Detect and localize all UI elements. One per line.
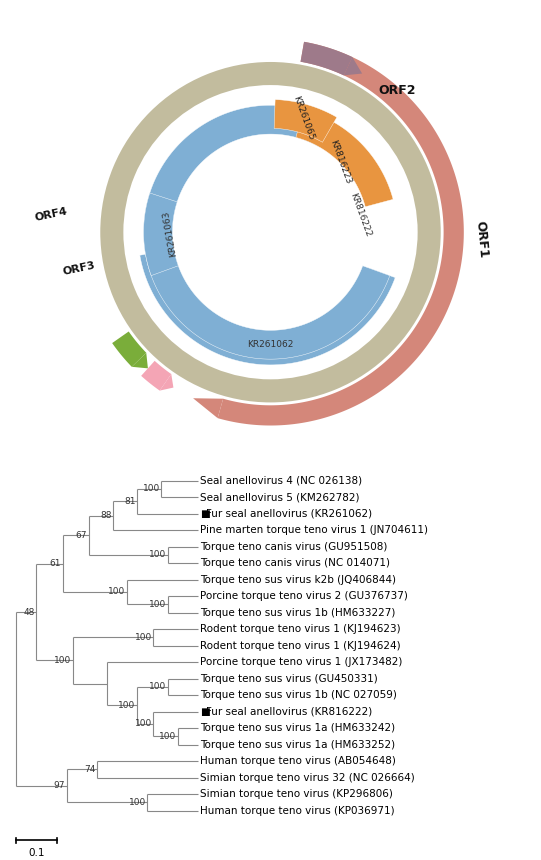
Text: ORF4: ORF4	[34, 206, 69, 224]
Text: KR816223: KR816223	[328, 138, 353, 186]
Text: 81: 81	[124, 497, 136, 506]
Text: ORF1: ORF1	[473, 220, 489, 259]
Text: Seal anellovirus 4 (NC 026138): Seal anellovirus 4 (NC 026138)	[200, 476, 362, 486]
Text: KR261062: KR261062	[247, 340, 294, 349]
Text: 100: 100	[135, 633, 152, 642]
Text: Pine marten torque teno virus 1 (JN704611): Pine marten torque teno virus 1 (JN70461…	[200, 525, 428, 535]
Text: Porcine torque teno virus 1 (JX173482): Porcine torque teno virus 1 (JX173482)	[200, 657, 403, 667]
Polygon shape	[132, 353, 148, 368]
Text: ■: ■	[200, 508, 210, 519]
Text: 97: 97	[54, 781, 65, 790]
Text: Fur seal anellovirus (KR816222): Fur seal anellovirus (KR816222)	[206, 707, 373, 716]
Text: Rodent torque teno virus 1 (KJ194624): Rodent torque teno virus 1 (KJ194624)	[200, 641, 401, 650]
Text: Torque teno canis virus (GU951508): Torque teno canis virus (GU951508)	[200, 542, 387, 551]
Text: 0.1: 0.1	[28, 849, 44, 858]
Text: KR261065: KR261065	[291, 95, 315, 142]
Text: 100: 100	[108, 587, 126, 596]
Polygon shape	[160, 374, 174, 390]
Text: Torque teno sus virus 1b (NC 027059): Torque teno sus virus 1b (NC 027059)	[200, 690, 397, 700]
Text: ORF2: ORF2	[379, 84, 416, 97]
Text: 88: 88	[100, 511, 111, 520]
Text: 100: 100	[135, 720, 152, 728]
Text: Torque teno canis virus (NC 014071): Torque teno canis virus (NC 014071)	[200, 558, 390, 568]
Polygon shape	[193, 398, 223, 418]
Text: KR816222: KR816222	[348, 192, 373, 238]
Text: Simian torque teno virus (KP296806): Simian torque teno virus (KP296806)	[200, 789, 393, 799]
Polygon shape	[274, 100, 337, 142]
Text: Seal anellovirus 5 (KM262782): Seal anellovirus 5 (KM262782)	[200, 492, 360, 502]
Polygon shape	[344, 57, 362, 76]
Text: Simian torque teno virus 32 (NC 026664): Simian torque teno virus 32 (NC 026664)	[200, 772, 415, 783]
Text: 67: 67	[76, 531, 87, 540]
Text: Torque teno sus virus 1a (HM633242): Torque teno sus virus 1a (HM633242)	[200, 723, 395, 733]
Text: 100: 100	[118, 701, 136, 710]
Text: 100: 100	[129, 798, 146, 807]
Polygon shape	[301, 42, 352, 76]
Text: Fur seal anellovirus (KR261062): Fur seal anellovirus (KR261062)	[206, 508, 372, 519]
Text: 100: 100	[149, 599, 166, 609]
Text: Human torque teno virus (KP036971): Human torque teno virus (KP036971)	[200, 806, 395, 815]
Text: 61: 61	[49, 559, 61, 568]
Text: 100: 100	[149, 550, 166, 559]
Text: 100: 100	[159, 732, 176, 740]
Text: 100: 100	[54, 656, 71, 665]
Text: Human torque teno virus (AB054648): Human torque teno virus (AB054648)	[200, 756, 396, 766]
Text: 48: 48	[23, 607, 35, 617]
Text: Porcine torque teno virus 2 (GU376737): Porcine torque teno virus 2 (GU376737)	[200, 591, 408, 601]
Text: Torque teno sus virus 1b (HM633227): Torque teno sus virus 1b (HM633227)	[200, 607, 395, 617]
Polygon shape	[141, 361, 171, 390]
Text: ORF3: ORF3	[62, 260, 96, 277]
Text: Torque teno sus virus k2b (JQ406844): Torque teno sus virus k2b (JQ406844)	[200, 574, 396, 585]
Polygon shape	[143, 193, 179, 275]
Text: 100: 100	[143, 484, 160, 494]
Polygon shape	[143, 105, 390, 359]
Text: Rodent torque teno virus 1 (KJ194623): Rodent torque teno virus 1 (KJ194623)	[200, 624, 401, 634]
Text: 74: 74	[84, 765, 95, 774]
Text: Torque teno sus virus 1a (HM633252): Torque teno sus virus 1a (HM633252)	[200, 740, 395, 750]
Text: 100: 100	[149, 682, 166, 691]
Polygon shape	[140, 250, 395, 365]
Polygon shape	[217, 42, 464, 426]
Text: Torque teno sus virus (GU450331): Torque teno sus virus (GU450331)	[200, 673, 378, 684]
Polygon shape	[296, 109, 393, 206]
Wedge shape	[100, 62, 441, 402]
Polygon shape	[112, 331, 146, 367]
Text: KR261063: KR261063	[161, 211, 177, 258]
Text: ■: ■	[200, 707, 210, 716]
